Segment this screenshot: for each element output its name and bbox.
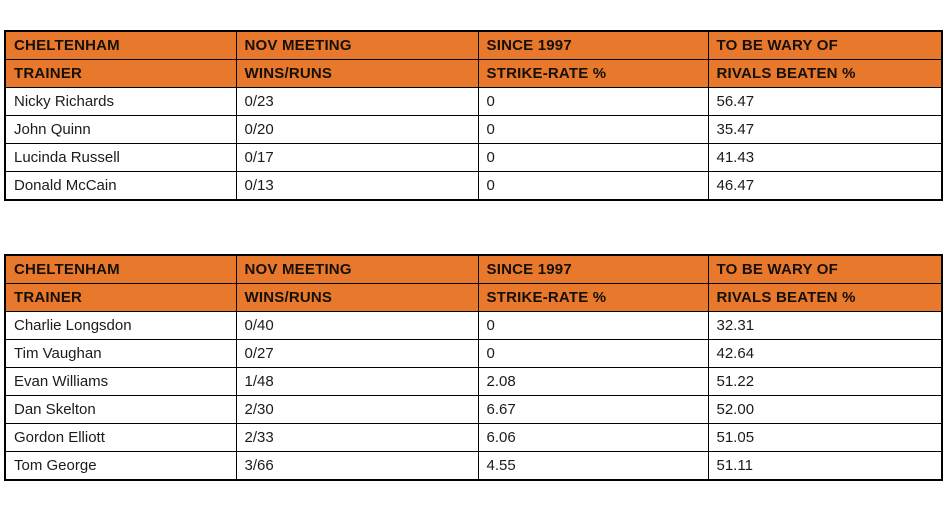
column-header-top-2: SINCE 1997 <box>477 254 709 284</box>
stat-cell: 2/30 <box>235 395 479 424</box>
header-row-top: CHELTENHAM NOV MEETING SINCE 1997 TO BE WAR… <box>4 254 943 284</box>
stat-cell: 35.47 <box>707 115 943 144</box>
table-row: Nicky Richards 0/23 0 56.47 <box>4 87 943 116</box>
trainer-name-cell: Charlie Longsdon <box>4 311 237 340</box>
stat-cell: 46.47 <box>707 171 943 201</box>
stat-cell: 51.22 <box>707 367 943 396</box>
table-row: Dan Skelton 2/30 6.67 52.00 <box>4 395 943 424</box>
trainer-name-cell: John Quinn <box>4 115 237 144</box>
table-row: Charlie Longsdon 0/40 0 32.31 <box>4 311 943 340</box>
column-header-sub-1: WINS/RUNS <box>235 283 479 312</box>
stat-cell: 32.31 <box>707 311 943 340</box>
column-header-sub-3: RIVALS BEATEN % <box>707 283 943 312</box>
table-row: Tom George 3/66 4.55 51.11 <box>4 451 943 481</box>
trainer-stats-table-2: CHELTENHAM NOV MEETING SINCE 1997 TO BE WAR… <box>4 254 943 481</box>
stat-cell: 3/66 <box>235 451 479 481</box>
header-row-sub: TRAINER WINS/RUNS STRIKE-RATE % RIVALS BEAT… <box>4 283 943 312</box>
column-header-top-2: SINCE 1997 <box>477 30 709 60</box>
stat-cell: 0/17 <box>235 143 479 172</box>
column-header-sub-2: STRIKE-RATE % <box>477 283 709 312</box>
header-row-sub: TRAINER WINS/RUNS STRIKE-RATE % RIVALS BEAT… <box>4 59 943 88</box>
column-header-sub-2: STRIKE-RATE % <box>477 59 709 88</box>
stat-cell: 0/23 <box>235 87 479 116</box>
table-row: Lucinda Russell 0/17 0 41.43 <box>4 143 943 172</box>
stat-cell: 2/33 <box>235 423 479 452</box>
table-row: Donald McCain 0/13 0 46.47 <box>4 171 943 201</box>
stat-cell: 41.43 <box>707 143 943 172</box>
trainer-name-cell: Gordon Elliott <box>4 423 237 452</box>
trainer-name-cell: Tim Vaughan <box>4 339 237 368</box>
column-header-sub-0: TRAINER <box>4 59 237 88</box>
stat-cell: 0 <box>477 171 709 201</box>
trainer-name-cell: Donald McCain <box>4 171 237 201</box>
trainer-stats-table-1: CHELTENHAM NOV MEETING SINCE 1997 TO BE WAR… <box>4 30 943 201</box>
column-header-top-0: CHELTENHAM <box>4 30 237 60</box>
stat-cell: 51.05 <box>707 423 943 452</box>
stat-cell: 0 <box>477 87 709 116</box>
trainer-name-cell: Tom George <box>4 451 237 481</box>
stat-cell: 0/13 <box>235 171 479 201</box>
column-header-top-3: TO BE WARY OF <box>707 30 943 60</box>
stat-cell: 4.55 <box>477 451 709 481</box>
trainer-name-cell: Dan Skelton <box>4 395 237 424</box>
column-header-top-3: TO BE WARY OF <box>707 254 943 284</box>
stat-cell: 1/48 <box>235 367 479 396</box>
table-row: Evan Williams 1/48 2.08 51.22 <box>4 367 943 396</box>
column-header-top-1: NOV MEETING <box>235 254 479 284</box>
stat-cell: 6.67 <box>477 395 709 424</box>
table-row: Gordon Elliott 2/33 6.06 51.05 <box>4 423 943 452</box>
trainer-name-cell: Nicky Richards <box>4 87 237 116</box>
column-header-top-0: CHELTENHAM <box>4 254 237 284</box>
stat-cell: 0 <box>477 311 709 340</box>
trainer-name-cell: Evan Williams <box>4 367 237 396</box>
stat-cell: 0 <box>477 115 709 144</box>
stat-cell: 42.64 <box>707 339 943 368</box>
column-header-sub-0: TRAINER <box>4 283 237 312</box>
table-row: John Quinn 0/20 0 35.47 <box>4 115 943 144</box>
stat-cell: 2.08 <box>477 367 709 396</box>
stat-cell: 0 <box>477 143 709 172</box>
stat-cell: 0/27 <box>235 339 479 368</box>
header-row-top: CHELTENHAM NOV MEETING SINCE 1997 TO BE WAR… <box>4 30 943 60</box>
column-header-sub-1: WINS/RUNS <box>235 59 479 88</box>
stat-cell: 56.47 <box>707 87 943 116</box>
stat-cell: 52.00 <box>707 395 943 424</box>
stat-cell: 6.06 <box>477 423 709 452</box>
column-header-top-1: NOV MEETING <box>235 30 479 60</box>
stat-cell: 0/20 <box>235 115 479 144</box>
table-row: Tim Vaughan 0/27 0 42.64 <box>4 339 943 368</box>
column-header-sub-3: RIVALS BEATEN % <box>707 59 943 88</box>
stat-cell: 0/40 <box>235 311 479 340</box>
stat-cell: 0 <box>477 339 709 368</box>
trainer-name-cell: Lucinda Russell <box>4 143 237 172</box>
stat-cell: 51.11 <box>707 451 943 481</box>
